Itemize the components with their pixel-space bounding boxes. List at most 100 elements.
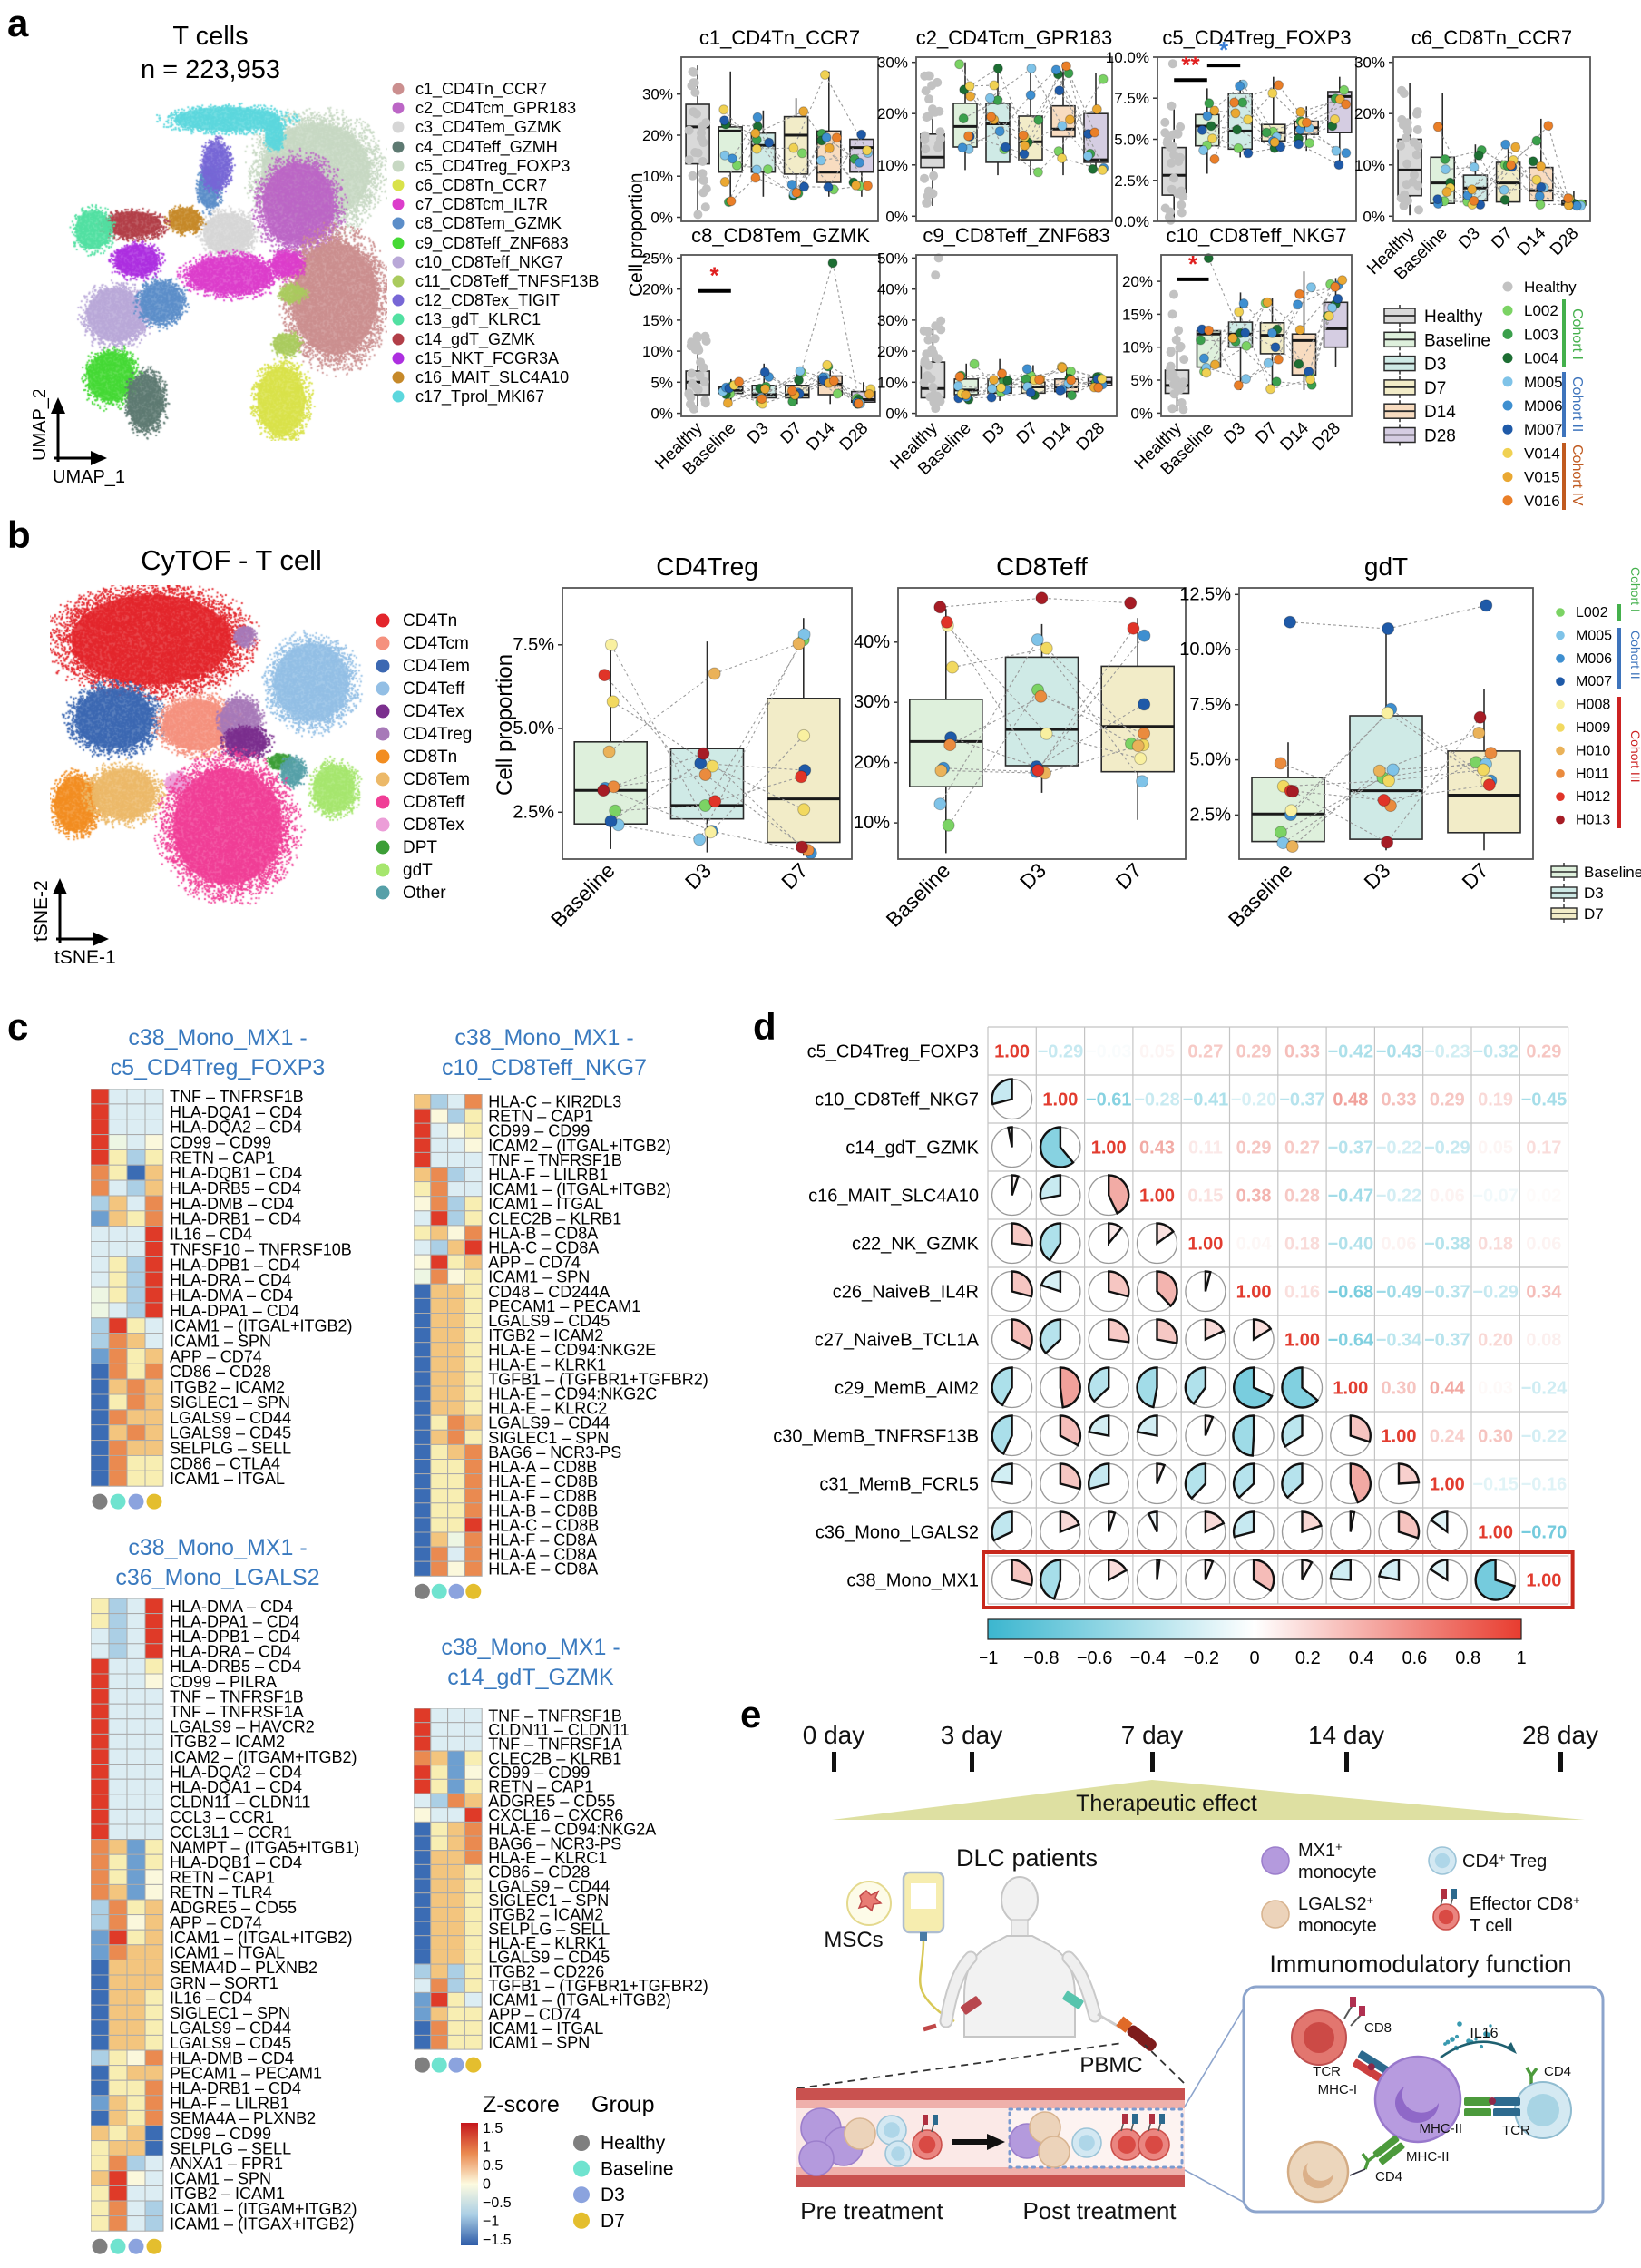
- svg-text:HLA-DPB1 – CD4: HLA-DPB1 – CD4: [170, 1628, 300, 1646]
- svg-text:CD48 – CD244A: CD48 – CD244A: [488, 1283, 610, 1301]
- svg-text:Cohort I: Cohort I: [1569, 308, 1585, 360]
- svg-text:−0.64: −0.64: [1327, 1331, 1373, 1351]
- svg-text:50%: 50%: [877, 249, 908, 267]
- svg-text:−0.28: −0.28: [1134, 1090, 1180, 1110]
- svg-text:HLA-F – LILRB1: HLA-F – LILRB1: [170, 2095, 289, 2113]
- svg-text:RETN – CAP1: RETN – CAP1: [488, 1108, 593, 1126]
- svg-text:0.0%: 0.0%: [1114, 213, 1149, 230]
- svg-text:5%: 5%: [1130, 372, 1153, 389]
- svg-text:ICAM1 – (ITGAX+ITGB2): ICAM1 – (ITGAX+ITGB2): [170, 2214, 355, 2233]
- svg-text:c31_MemB_FCRL5: c31_MemB_FCRL5: [819, 1475, 979, 1495]
- svg-text:0.06: 0.06: [1430, 1187, 1465, 1207]
- svg-text:LGALS9 – CD45: LGALS9 – CD45: [170, 1424, 291, 1442]
- svg-text:−0.37: −0.37: [1327, 1139, 1373, 1158]
- svg-text:ITGB2 – ICAM1: ITGB2 – ICAM1: [170, 2185, 285, 2203]
- svg-text:7 day: 7 day: [1121, 1721, 1184, 1749]
- svg-text:0.11: 0.11: [1188, 1139, 1223, 1158]
- svg-text:c10_CD8Teff_NKG7: c10_CD8Teff_NKG7: [415, 253, 563, 272]
- svg-text:10%: 10%: [877, 374, 908, 391]
- svg-text:HLA-E – CD8A: HLA-E – CD8A: [488, 1560, 598, 1579]
- svg-text:20%: 20%: [877, 343, 908, 360]
- svg-text:CLEC2B – KLRB1: CLEC2B – KLRB1: [488, 1749, 621, 1767]
- svg-text:15%: 15%: [1122, 306, 1153, 323]
- svg-text:1.00: 1.00: [1526, 1571, 1561, 1591]
- svg-text:20%: 20%: [642, 281, 673, 298]
- svg-text:ICAM1 – ITGAL: ICAM1 – ITGAL: [170, 1470, 285, 1488]
- svg-text:APP – CD74: APP – CD74: [488, 1254, 581, 1272]
- svg-text:Cohort II: Cohort II: [1569, 376, 1585, 432]
- svg-text:D3: D3: [1359, 858, 1394, 894]
- svg-text:H009: H009: [1576, 720, 1610, 736]
- svg-text:0.18: 0.18: [1478, 1235, 1513, 1255]
- svg-text:0.2: 0.2: [1295, 1648, 1321, 1668]
- svg-text:c16_MAIT_SLC4A10: c16_MAIT_SLC4A10: [415, 368, 569, 387]
- svg-text:HLA-A – CD8A: HLA-A – CD8A: [488, 1546, 597, 1564]
- svg-text:D3: D3: [1455, 224, 1484, 253]
- svg-text:HLA-DPA1 – CD4: HLA-DPA1 – CD4: [170, 1302, 299, 1320]
- svg-text:monocyte: monocyte: [1298, 1862, 1377, 1882]
- svg-text:c17_Tprol_MKI67: c17_Tprol_MKI67: [415, 387, 544, 406]
- svg-text:HLA-DRA – CD4: HLA-DRA – CD4: [170, 1643, 291, 1661]
- svg-text:CCL3L1 – CCR1: CCL3L1 – CCR1: [170, 1823, 292, 1842]
- svg-text:HLA-DMA – CD4: HLA-DMA – CD4: [170, 1286, 293, 1305]
- svg-text:CD86 – CD28: CD86 – CD28: [488, 1863, 590, 1882]
- svg-text:HLA-A – CD8B: HLA-A – CD8B: [488, 1458, 597, 1476]
- svg-text:CD8Tem: CD8Tem: [403, 770, 470, 789]
- svg-text:20%: 20%: [1354, 105, 1385, 122]
- svg-text:D3: D3: [1424, 356, 1446, 375]
- svg-text:0.27: 0.27: [1284, 1139, 1320, 1158]
- svg-text:c2_CD4Tcm_GPR183: c2_CD4Tcm_GPR183: [916, 26, 1112, 49]
- svg-text:D7: D7: [1012, 419, 1041, 448]
- svg-text:−1: −1: [980, 1648, 998, 1668]
- svg-text:V016: V016: [1524, 493, 1560, 510]
- svg-text:0.29: 0.29: [1526, 1042, 1561, 1062]
- svg-text:−0.20: −0.20: [1231, 1090, 1277, 1110]
- svg-text:0%: 0%: [885, 406, 908, 423]
- svg-text:D7: D7: [1111, 858, 1147, 894]
- svg-text:−0.22: −0.22: [1521, 1427, 1568, 1447]
- svg-text:CD4: CD4: [1375, 2169, 1402, 2185]
- svg-text:0.43: 0.43: [1139, 1139, 1175, 1158]
- svg-text:10%: 10%: [854, 813, 890, 833]
- svg-text:SELPLG – SELL: SELPLG – SELL: [170, 2139, 291, 2157]
- svg-text:0.15: 0.15: [1187, 1187, 1223, 1207]
- svg-text:LGALS9 – CD45: LGALS9 – CD45: [488, 1949, 610, 1967]
- svg-text:T cell: T cell: [1470, 1916, 1512, 1936]
- svg-text:c29_MemB_AIM2: c29_MemB_AIM2: [835, 1379, 979, 1399]
- svg-text:0: 0: [483, 2177, 491, 2193]
- svg-text:c11_CD8Teff_TNFSF13B: c11_CD8Teff_TNFSF13B: [415, 272, 599, 291]
- svg-text:HLA-E – CD94:NKG2A: HLA-E – CD94:NKG2A: [488, 1821, 656, 1839]
- svg-text:LGALS9 – CD44: LGALS9 – CD44: [170, 1409, 291, 1427]
- svg-text:CD99 – CD99: CD99 – CD99: [488, 1122, 590, 1140]
- svg-text:D7: D7: [1488, 224, 1517, 253]
- svg-text:1.00: 1.00: [1042, 1090, 1078, 1110]
- svg-text:c38_Mono_MX1: c38_Mono_MX1: [846, 1571, 979, 1591]
- svg-text:HLA-DQA1 – CD4: HLA-DQA1 – CD4: [170, 1103, 302, 1121]
- svg-text:ICAM1 – (ITGAL+ITGB2): ICAM1 – (ITGAL+ITGB2): [488, 1180, 671, 1198]
- svg-text:HLA-E – CD94:NKG2C: HLA-E – CD94:NKG2C: [488, 1385, 657, 1403]
- svg-text:c10_CD8Teff_NKG7: c10_CD8Teff_NKG7: [1167, 224, 1347, 247]
- svg-text:−0.40: −0.40: [1327, 1235, 1373, 1255]
- svg-text:M007: M007: [1576, 674, 1612, 689]
- svg-text:ITGB2 – ICAM2: ITGB2 – ICAM2: [170, 1733, 285, 1751]
- svg-text:MSCs: MSCs: [824, 1928, 883, 1952]
- svg-text:D7: D7: [777, 858, 812, 894]
- svg-text:D14: D14: [803, 418, 839, 455]
- svg-text:D7: D7: [777, 419, 806, 448]
- svg-text:30%: 30%: [854, 692, 890, 712]
- svg-text:Cohort II: Cohort II: [1628, 631, 1641, 679]
- svg-text:−0.8: −0.8: [1023, 1648, 1059, 1668]
- svg-text:Baseline: Baseline: [1424, 331, 1490, 350]
- svg-text:−0.16: −0.16: [1521, 1475, 1568, 1495]
- svg-text:0.08: 0.08: [1526, 1331, 1561, 1351]
- svg-text:M005: M005: [1576, 628, 1612, 643]
- svg-text:12.5%: 12.5%: [1179, 584, 1231, 604]
- svg-text:−0.70: −0.70: [1521, 1523, 1568, 1543]
- svg-text:0.06: 0.06: [1382, 1235, 1417, 1255]
- svg-text:TNF – TNFRSF1B: TNF – TNFRSF1B: [170, 1089, 304, 1106]
- svg-text:ITGB2 – CD226: ITGB2 – CD226: [488, 1962, 604, 1980]
- svg-text:SEMA4D – PLXNB2: SEMA4D – PLXNB2: [170, 1959, 317, 1977]
- svg-text:ICAM1 – SPN: ICAM1 – SPN: [170, 1333, 271, 1351]
- svg-text:CCL3 – CCR1: CCL3 – CCR1: [170, 1808, 274, 1826]
- svg-text:MHC-II: MHC-II: [1406, 2149, 1450, 2165]
